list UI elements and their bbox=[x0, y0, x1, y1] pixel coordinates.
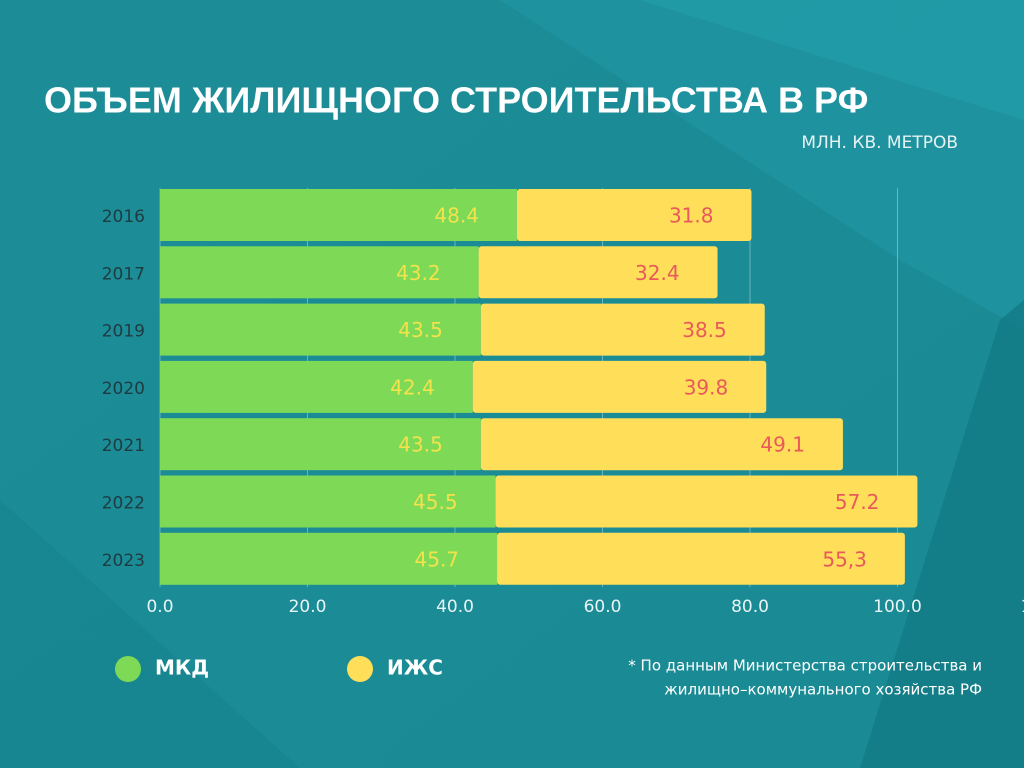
data-label: 38.5 bbox=[682, 318, 727, 342]
legend-swatch bbox=[115, 656, 141, 682]
bar-segment bbox=[160, 189, 517, 241]
bar-segment bbox=[160, 418, 481, 471]
chart-subtitle: МЛН. КВ. МЕТРОВ bbox=[801, 133, 958, 153]
y-tick-label: 2021 bbox=[102, 436, 145, 456]
y-tick-label: 2022 bbox=[102, 494, 145, 514]
data-label: 39.8 bbox=[684, 375, 729, 399]
bar-segment bbox=[160, 532, 498, 585]
data-label: 57.2 bbox=[835, 490, 880, 514]
bg-shape bbox=[500, 0, 1024, 330]
bar-segment bbox=[160, 303, 481, 356]
bg-shape bbox=[0, 500, 300, 768]
x-tick-label: 40.0 bbox=[436, 597, 474, 617]
data-label: 45.7 bbox=[415, 547, 460, 571]
data-label: 48.4 bbox=[434, 204, 479, 228]
bar-segment bbox=[497, 532, 905, 585]
legend-label: МКД bbox=[155, 656, 209, 680]
x-tick-label: 80.0 bbox=[731, 597, 769, 617]
y-tick-label: 2020 bbox=[102, 379, 145, 399]
data-label: 42.4 bbox=[390, 375, 435, 399]
bg-shape bbox=[860, 300, 1024, 768]
data-label: 32.4 bbox=[635, 261, 680, 285]
data-label: 55,3 bbox=[822, 547, 867, 571]
bar-segment bbox=[472, 360, 767, 413]
x-tick-label: 20.0 bbox=[289, 597, 327, 617]
chart-title: ОБЪЕМ ЖИЛИЩНОГО СТРОИТЕЛЬСТВА В РФ bbox=[44, 80, 868, 121]
x-tick-label: 120.0 bbox=[1021, 597, 1024, 617]
data-label: 43.2 bbox=[396, 261, 441, 285]
footnote: * По данным Министерства строительства и bbox=[628, 657, 982, 675]
data-label: 31.8 bbox=[669, 204, 714, 228]
bar-segment bbox=[478, 246, 718, 299]
bar-segment bbox=[480, 303, 765, 356]
x-tick-label: 0.0 bbox=[146, 597, 173, 617]
bar-segment bbox=[495, 475, 918, 528]
data-label: 49.1 bbox=[760, 433, 805, 457]
legend-swatch bbox=[347, 656, 373, 682]
bg-shape bbox=[640, 0, 1024, 120]
y-tick-label: 2016 bbox=[102, 207, 145, 227]
y-tick-label: 2017 bbox=[102, 264, 145, 284]
bar-segment bbox=[160, 360, 473, 413]
bar-segment bbox=[160, 246, 479, 299]
data-label: 45.5 bbox=[413, 490, 458, 514]
footnote: жилищно–коммунального хозяйства РФ bbox=[664, 681, 982, 699]
x-tick-label: 100.0 bbox=[873, 597, 922, 617]
bar-segment bbox=[160, 475, 496, 528]
x-tick-label: 60.0 bbox=[584, 597, 622, 617]
data-label: 43.5 bbox=[398, 433, 443, 457]
data-label: 43.5 bbox=[398, 318, 443, 342]
legend-label: ИЖС bbox=[387, 656, 443, 680]
bar-segment bbox=[516, 189, 752, 241]
y-tick-label: 2019 bbox=[102, 322, 145, 342]
y-tick-label: 2023 bbox=[102, 551, 145, 571]
bar-segment bbox=[480, 418, 843, 471]
